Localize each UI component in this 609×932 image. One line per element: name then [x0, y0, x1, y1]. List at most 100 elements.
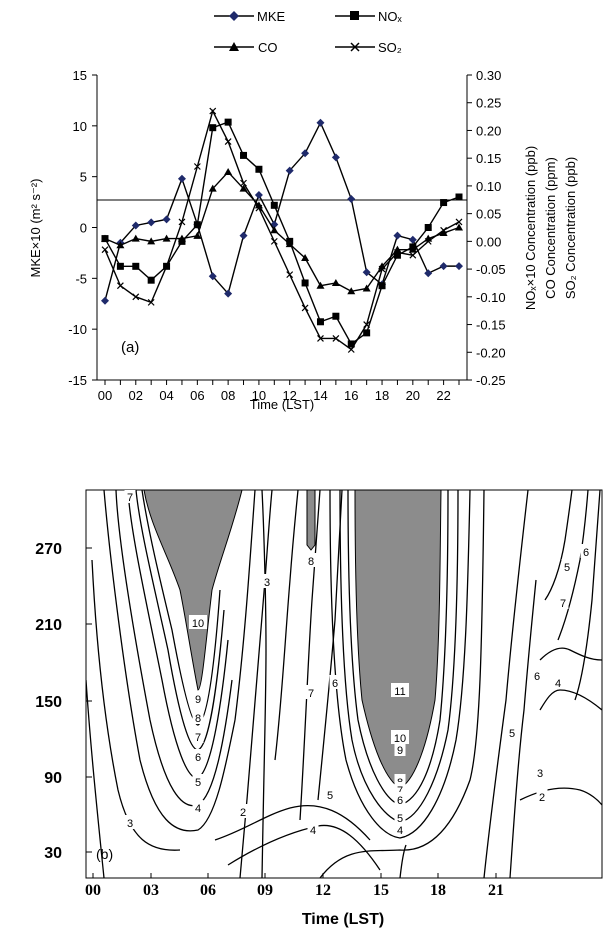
nox-point [455, 193, 463, 201]
left-tick-label: 15 [73, 68, 87, 83]
contour-label-bg [305, 553, 317, 567]
contour-label-bg [391, 683, 409, 697]
left-tick-label: 5 [80, 170, 87, 185]
contour-label-layer: 71098765432387645111098765476565432 [124, 490, 592, 837]
mke-point [101, 296, 109, 305]
y-tick-label-b: 210 [35, 617, 62, 634]
contour-label-bg [261, 574, 273, 588]
contour-label-bg [552, 675, 564, 689]
x-tick-label: 12 [282, 388, 296, 403]
co-point [116, 241, 125, 249]
series-co [101, 168, 463, 295]
so2-point [132, 293, 140, 301]
co-point [362, 284, 371, 292]
contour-label: 7 [560, 598, 566, 610]
so2-point [363, 321, 371, 328]
contour-label: 7 [195, 732, 201, 744]
contour-label: 4 [195, 803, 201, 815]
nox-point [224, 118, 232, 126]
contour-label-bg [506, 725, 518, 739]
mke-point [408, 235, 417, 244]
x-axis-label-b: Time (LST) [302, 911, 384, 928]
y-tick-label-b: 270 [35, 541, 62, 558]
right-tick-label: 0.30 [476, 68, 501, 83]
contour-label: 6 [195, 752, 201, 764]
contour-label: 7 [127, 492, 133, 504]
mke-point [316, 118, 325, 127]
so2-point [455, 218, 463, 226]
right-axis-label-so2: SO₂ Concentration (ppb) [563, 157, 578, 299]
so2-point [270, 237, 278, 245]
x-ticks-b: 00 03 06 09 12 15 18 21 [85, 873, 504, 899]
co-point [439, 229, 448, 237]
right-tick-label: 0.25 [476, 96, 501, 111]
mke-point [177, 174, 186, 183]
contour-label: 2 [240, 807, 246, 819]
x-tick-label: 18 [375, 388, 389, 403]
co-point [177, 234, 186, 242]
left-tick-label: 0 [80, 221, 87, 236]
contour-label: 5 [509, 728, 515, 740]
shaded-region-morning [143, 490, 243, 691]
contour-label: 10 [192, 618, 204, 630]
contour-label-bg [192, 710, 204, 724]
contour-label-bg [192, 729, 204, 743]
x-tick-label: 16 [344, 388, 358, 403]
contour-label-bg [394, 742, 406, 756]
contour-label-bg [531, 668, 543, 682]
right-axis-labels: NOₓ×10 Concentration (ppb) CO Concentrat… [523, 146, 578, 310]
co-point [239, 184, 248, 192]
so2-point [255, 204, 263, 212]
co-point [147, 237, 156, 245]
contour-label: 9 [195, 694, 201, 706]
contour-label-bg [237, 804, 249, 818]
right-tick-label: 0.00 [476, 234, 501, 249]
left-tick-label: -15 [68, 373, 87, 388]
mke-point [224, 289, 233, 298]
contour-label-bg [324, 787, 336, 801]
x-tick-label-b: 12 [315, 882, 331, 899]
x-tick-label-b: 00 [85, 882, 101, 899]
so2-point [116, 282, 124, 290]
co-point [208, 184, 217, 192]
nox-point [363, 329, 371, 337]
so2-point [163, 262, 170, 270]
right-tick-label: 0.15 [476, 151, 501, 166]
nox-point [347, 340, 355, 348]
mke-point [455, 262, 463, 271]
legend-item-mke: MKE [214, 9, 286, 24]
x-tick-label-b: 03 [143, 882, 159, 899]
nox-point [193, 221, 201, 229]
contour-label-bg [557, 595, 569, 609]
contour-label: 4 [555, 678, 561, 690]
so2-point [394, 249, 401, 256]
nox-point [255, 165, 263, 173]
contour-label-bg [189, 615, 207, 629]
contour-label: 3 [537, 768, 543, 780]
contour-label: 8 [195, 713, 201, 725]
y-ticks-b: 30 90 150 210 270 [35, 541, 92, 862]
mke-point [131, 221, 140, 230]
so2-point [409, 251, 417, 259]
contour-label: 6 [332, 678, 338, 690]
contour-label-bg [394, 774, 406, 788]
nox-point [240, 151, 248, 159]
contour-label: 5 [397, 813, 403, 825]
panel-label-b: (b) [96, 846, 113, 862]
co-point [455, 223, 463, 231]
contour-label-bg [192, 691, 204, 705]
nox-point [332, 312, 340, 320]
nox-point [270, 201, 278, 209]
y-tick-label-b: 150 [35, 694, 62, 711]
legend: MKE NOₓ CO SO₂ [214, 9, 403, 55]
right-axis-label-co: CO Concentration (ppm) [543, 157, 558, 299]
contour-label: 6 [583, 547, 589, 559]
contour-label-bg [192, 774, 204, 788]
contour-label: 3 [127, 818, 133, 830]
contour-label-bg [124, 490, 136, 503]
right-tick-label: 0.20 [476, 123, 501, 138]
x-tick-label: 10 [252, 388, 266, 403]
co-point [162, 234, 171, 242]
contour-label-bg [192, 749, 204, 763]
contour-label-bg [534, 765, 546, 779]
